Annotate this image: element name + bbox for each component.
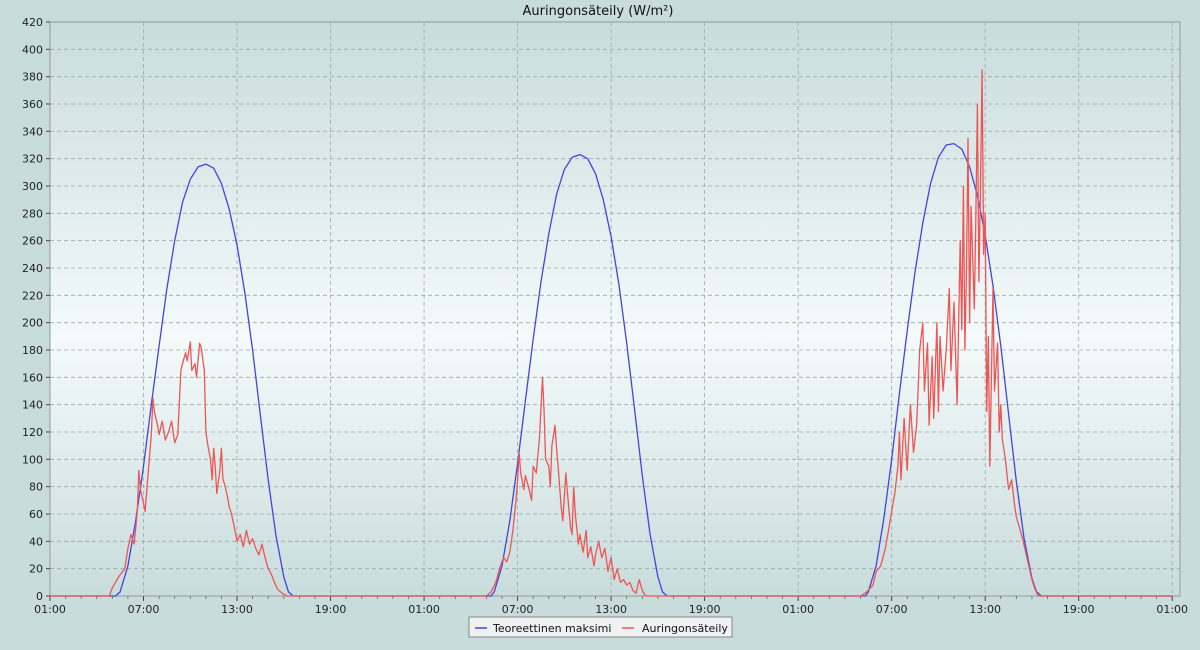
- x-tick-label: 13:00: [595, 603, 627, 616]
- y-tick-label: 160: [22, 371, 43, 384]
- legend-label-teoreettinen-maksimi: Teoreettinen maksimi: [492, 622, 611, 635]
- plot-area: [49, 21, 1181, 597]
- y-tick-label: 180: [22, 344, 43, 357]
- y-tick-label: 140: [22, 399, 43, 412]
- legend: Teoreettinen maksimi Auringonsäteily: [468, 616, 733, 638]
- y-tick-label: 320: [22, 153, 43, 166]
- x-tick-label: 07:00: [502, 603, 534, 616]
- y-tick-label: 120: [22, 426, 43, 439]
- x-tick-label: 01:00: [1156, 603, 1188, 616]
- x-tick-label: 13:00: [221, 603, 253, 616]
- y-tick-label: 280: [22, 207, 43, 220]
- legend-label-auringonsateily: Auringonsäteily: [642, 622, 728, 635]
- x-tick-label: 13:00: [969, 603, 1001, 616]
- x-tick-label: 07:00: [876, 603, 908, 616]
- grid-lines: [50, 22, 1180, 596]
- y-tick-label: 200: [22, 317, 43, 330]
- x-tick-label: 01:00: [782, 603, 814, 616]
- y-tick-label: 420: [22, 16, 43, 29]
- x-tick-label: 07:00: [128, 603, 160, 616]
- y-tick-label: 240: [22, 262, 43, 275]
- y-tick-label: 340: [22, 125, 43, 138]
- y-tick-label: 220: [22, 289, 43, 302]
- y-tick-label: 300: [22, 180, 43, 193]
- x-axis: 01:00 07:00 13:00 19:00 01:00 07:00 13:00 19:00…: [34, 596, 1188, 616]
- x-tick-label: 01:00: [408, 603, 440, 616]
- y-tick-label: 400: [22, 43, 43, 56]
- y-tick-label: 100: [22, 453, 43, 466]
- x-tick-label: 19:00: [315, 603, 347, 616]
- series-line-teoreettinen-maksimi: [50, 142, 1173, 597]
- y-tick-label: 360: [22, 98, 43, 111]
- y-tick-label: 20: [29, 563, 43, 576]
- series-lines: [50, 69, 1173, 597]
- series-line-auringonsateily: [50, 69, 1173, 597]
- x-tick-label: 01:00: [34, 603, 66, 616]
- x-tick-label: 19:00: [689, 603, 721, 616]
- legend-box: [468, 616, 733, 638]
- y-tick-label: 0: [36, 590, 43, 603]
- y-tick-label: 380: [22, 71, 43, 84]
- chart-title: Auringonsäteily (W/m²): [523, 4, 674, 19]
- y-axis: 0 20 40 60 80 100 120 140 160 180 200 220 240 260 280 3…: [22, 16, 50, 603]
- x-tick-label: 19:00: [1063, 603, 1095, 616]
- y-tick-label: 40: [29, 535, 43, 548]
- y-tick-label: 260: [22, 235, 43, 248]
- y-tick-label: 80: [29, 481, 43, 494]
- y-tick-label: 60: [29, 508, 43, 521]
